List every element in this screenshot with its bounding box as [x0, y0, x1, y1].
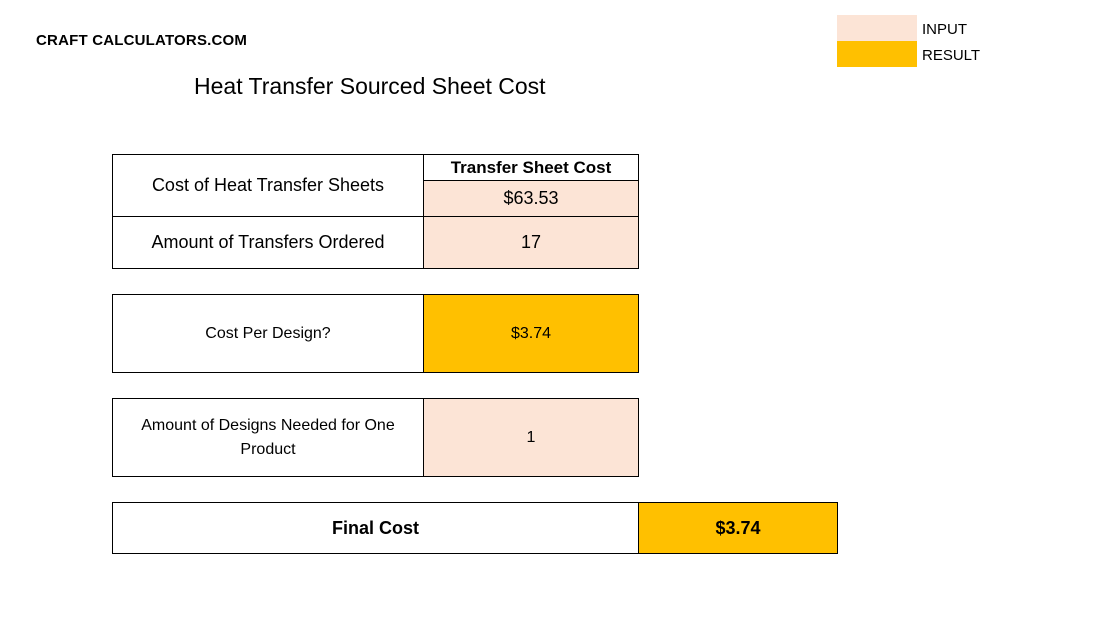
cost-per-design-result: $3.74 — [423, 294, 639, 373]
designs-needed-label: Amount of Designs Needed for One Product — [112, 398, 424, 477]
final-cost-result: $3.74 — [638, 502, 838, 554]
legend-result-swatch — [837, 41, 917, 67]
legend-result-label: RESULT — [922, 47, 981, 64]
brand-logo-text: CRAFT CALCULATORS.COM — [36, 32, 248, 49]
transfers-ordered-input[interactable]: 17 — [423, 216, 639, 269]
sheet-cost-header: Transfer Sheet Cost — [423, 154, 639, 181]
legend-input-label: INPUT — [922, 21, 967, 38]
designs-needed-input[interactable]: 1 — [423, 398, 639, 477]
final-cost-label: Final Cost — [112, 502, 639, 554]
sheet-cost-label: Cost of Heat Transfer Sheets — [112, 154, 424, 217]
transfers-ordered-label: Amount of Transfers Ordered — [112, 216, 424, 269]
page-title: Heat Transfer Sourced Sheet Cost — [194, 73, 546, 99]
legend-input-swatch — [837, 15, 917, 41]
sheet-cost-input[interactable]: $63.53 — [423, 180, 639, 217]
cost-per-design-label: Cost Per Design? — [112, 294, 424, 373]
